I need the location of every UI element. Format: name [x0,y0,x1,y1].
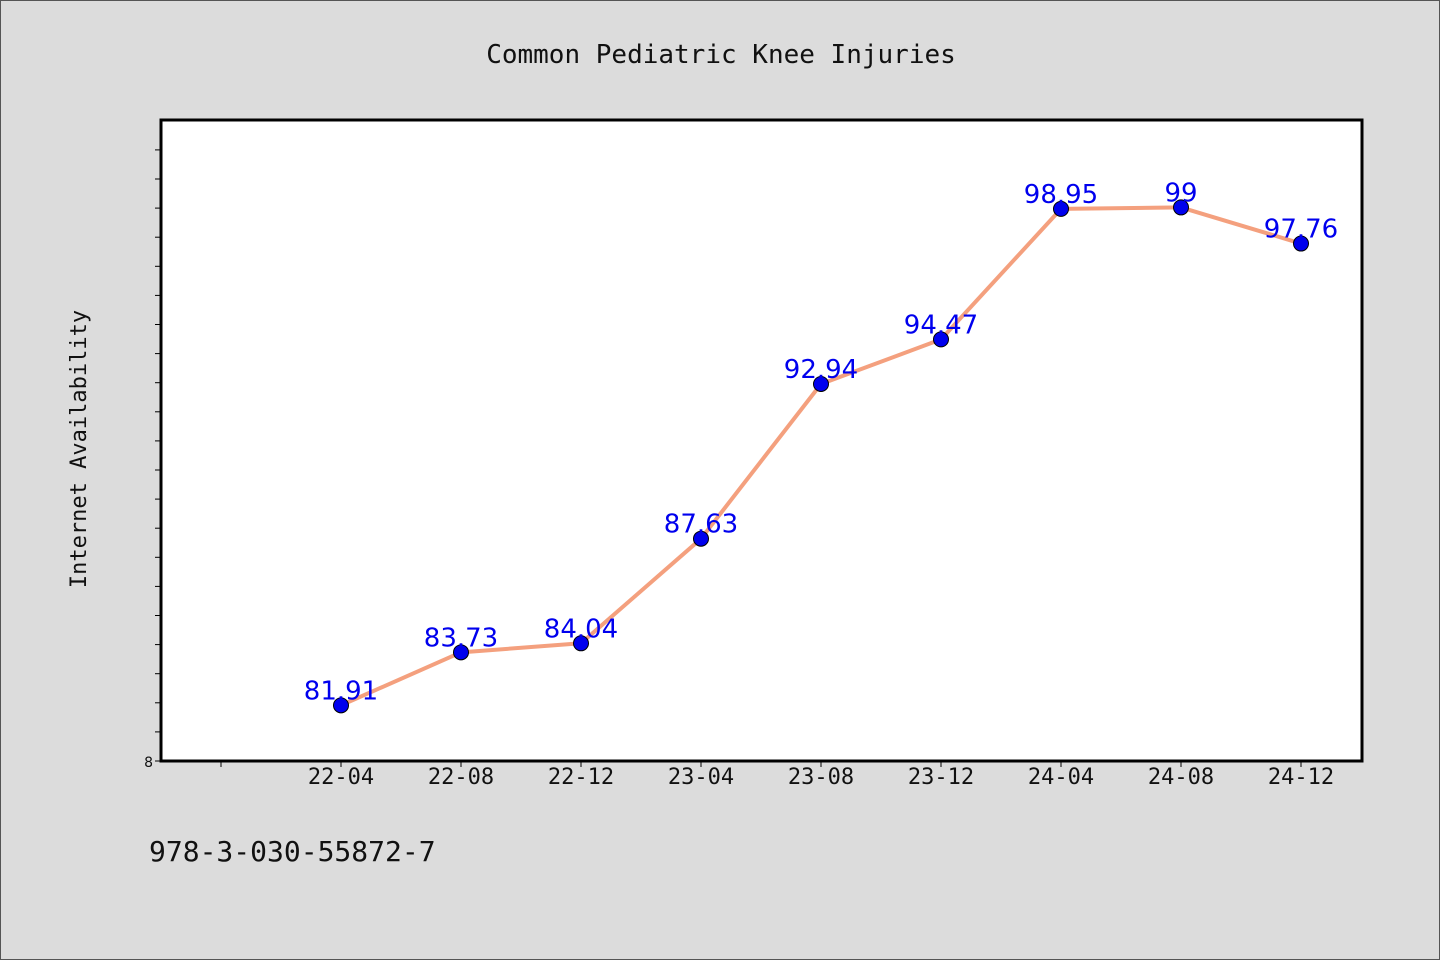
x-tick-labels: 22-04 22-08 22-12 23-04 23-08 23-12 24-04 24-08… [308,765,1334,790]
data-label: 92.94 [784,355,858,385]
y-axis-label: Internet Availability [67,310,92,588]
data-point [1053,200,1069,217]
y-tick-label: 8 [144,755,153,771]
x-tick-label: 22-04 [308,765,374,790]
plot-area [159,118,1364,763]
data-point [333,697,349,714]
x-tick-label: 23-08 [788,765,854,790]
data-label: 99 [1164,178,1197,208]
data-point [813,375,829,392]
chart-title: Common Pediatric Knee Injuries [486,40,956,70]
data-labels: 81.91 83.73 84.04 87.63 92.94 94.47 98.95 99 97.… [304,178,1338,706]
data-label: 94.47 [904,310,978,340]
x-tick-label: 22-12 [548,765,614,790]
x-tick-label: 24-12 [1268,765,1334,790]
data-label: 81.91 [304,676,378,706]
data-point [453,644,469,661]
data-label: 98.95 [1024,180,1098,210]
x-tick-label: 22-08 [428,765,494,790]
data-label: 97.76 [1264,215,1338,245]
data-point [573,635,589,652]
x-tick-label: 24-04 [1028,765,1094,790]
footer-code: 978-3-030-55872-7 [149,835,436,868]
x-tick-label: 24-08 [1148,765,1214,790]
data-label: 83.73 [424,623,498,653]
axis-ticks [155,149,1302,767]
data-point [1293,235,1309,252]
x-tick-label: 23-12 [908,765,974,790]
x-tick-label: 23-04 [668,765,734,790]
data-label: 84.04 [544,614,618,644]
data-point [693,530,709,547]
data-markers [333,199,1309,714]
data-point [1173,199,1189,216]
data-label: 87.63 [664,510,738,540]
data-point [933,331,949,348]
